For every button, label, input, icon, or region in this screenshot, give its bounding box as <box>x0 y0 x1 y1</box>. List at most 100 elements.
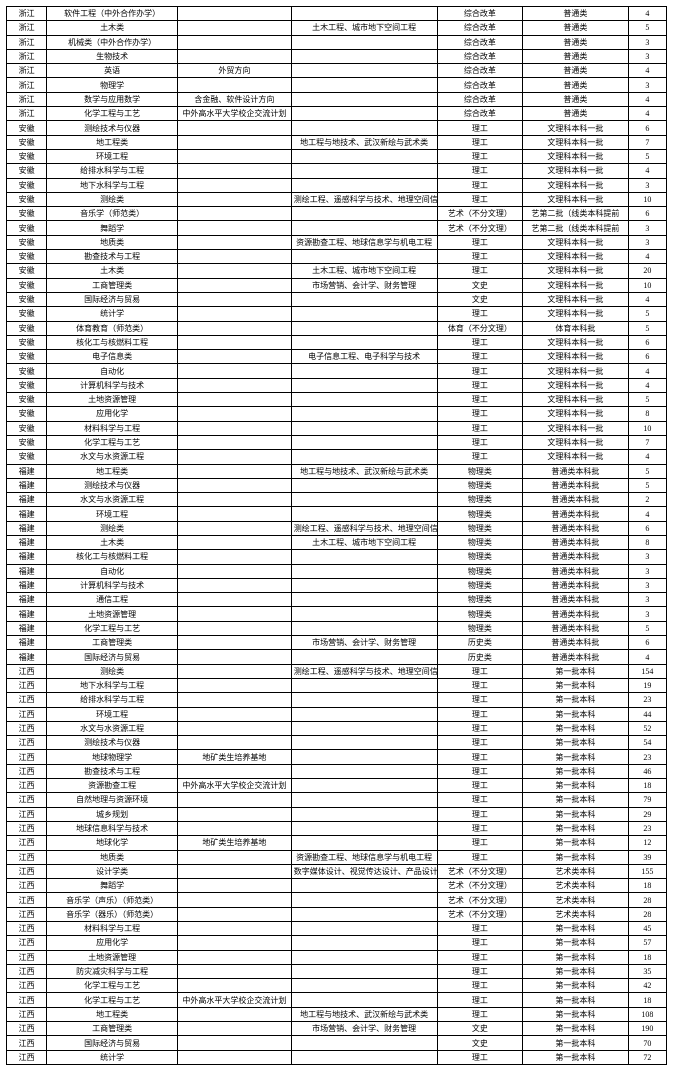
batch-cell: 第一批本科 <box>523 779 629 793</box>
major-cell: 体育教育（师范类） <box>47 321 178 335</box>
count-cell: 72 <box>628 1050 666 1064</box>
major-cell: 物理学 <box>47 78 178 92</box>
table-row: 浙江数学与应用数学含金融、软件设计方向综合改革普通类4 <box>7 92 667 106</box>
count-cell: 155 <box>628 864 666 878</box>
count-cell: 3 <box>628 564 666 578</box>
batch-cell: 普通类本科批 <box>523 507 629 521</box>
note-cell <box>178 235 292 249</box>
note-cell <box>178 979 292 993</box>
table-row: 福建国际经济与贸易历史类普通类本科批4 <box>7 650 667 664</box>
major-cell: 通信工程 <box>47 593 178 607</box>
note-cell <box>178 893 292 907</box>
subject-detail-cell: 市场营销、会计学、财务管理 <box>291 636 437 650</box>
major-cell: 舞蹈学 <box>47 879 178 893</box>
note-cell: 中外高水平大学校企交流计划 <box>178 779 292 793</box>
category-cell: 理工 <box>437 135 523 149</box>
category-cell: 体育（不分文理） <box>437 321 523 335</box>
major-cell: 测绘技术与仪器 <box>47 121 178 135</box>
category-cell: 物理类 <box>437 507 523 521</box>
count-cell: 5 <box>628 321 666 335</box>
batch-cell: 第一批本科 <box>523 693 629 707</box>
major-cell: 国际经济与贸易 <box>47 650 178 664</box>
major-cell: 化学工程与工艺 <box>47 435 178 449</box>
category-cell: 理工 <box>437 721 523 735</box>
province-cell: 江西 <box>7 764 47 778</box>
province-cell: 浙江 <box>7 78 47 92</box>
major-cell: 核化工与核燃料工程 <box>47 335 178 349</box>
category-cell: 物理类 <box>437 493 523 507</box>
batch-cell: 文理科本科一批 <box>523 450 629 464</box>
table-row: 浙江机械类（中外合作办学）综合改革普通类3 <box>7 35 667 49</box>
category-cell: 综合改革 <box>437 7 523 21</box>
note-cell: 中外高水平大学校企交流计划 <box>178 993 292 1007</box>
major-cell: 土地资源管理 <box>47 607 178 621</box>
category-cell: 文史 <box>437 1036 523 1050</box>
major-cell: 计算机科学与技术 <box>47 378 178 392</box>
subject-detail-cell <box>291 564 437 578</box>
note-cell <box>178 364 292 378</box>
category-cell: 文史 <box>437 278 523 292</box>
table-row: 安徽国际经济与贸易文史文理科本科一批4 <box>7 292 667 306</box>
count-cell: 4 <box>628 7 666 21</box>
count-cell: 4 <box>628 164 666 178</box>
category-cell: 综合改革 <box>437 49 523 63</box>
count-cell: 8 <box>628 407 666 421</box>
count-cell: 18 <box>628 879 666 893</box>
category-cell: 理工 <box>437 707 523 721</box>
subject-detail-cell <box>291 149 437 163</box>
table-row: 安徽体育教育（师范类）体育（不分文理）体育本科批5 <box>7 321 667 335</box>
table-row: 安徽应用化学理工文理科本科一批8 <box>7 407 667 421</box>
major-cell: 地下水科学与工程 <box>47 178 178 192</box>
province-cell: 福建 <box>7 593 47 607</box>
subject-detail-cell <box>291 250 437 264</box>
category-cell: 综合改革 <box>437 35 523 49</box>
count-cell: 4 <box>628 650 666 664</box>
count-cell: 5 <box>628 393 666 407</box>
province-cell: 江西 <box>7 821 47 835</box>
subject-detail-cell <box>291 478 437 492</box>
count-cell: 5 <box>628 621 666 635</box>
major-cell: 国际经济与贸易 <box>47 292 178 306</box>
province-cell: 江西 <box>7 936 47 950</box>
subject-detail-cell: 土木工程、城市地下空间工程 <box>291 264 437 278</box>
note-cell <box>178 793 292 807</box>
table-row: 江西水文与水资源工程理工第一批本科52 <box>7 721 667 735</box>
table-row: 浙江生物技术综合改革普通类3 <box>7 49 667 63</box>
count-cell: 3 <box>628 550 666 564</box>
batch-cell: 第一批本科 <box>523 664 629 678</box>
subject-detail-cell <box>291 621 437 635</box>
category-cell: 历史类 <box>437 650 523 664</box>
batch-cell: 艺术类本科 <box>523 864 629 878</box>
major-cell: 水文与水资源工程 <box>47 493 178 507</box>
category-cell: 综合改革 <box>437 64 523 78</box>
table-row: 江西地下水科学与工程理工第一批本科19 <box>7 678 667 692</box>
subject-detail-cell <box>291 578 437 592</box>
subject-detail-cell <box>291 964 437 978</box>
subject-detail-cell: 市场营销、会计学、财务管理 <box>291 1022 437 1036</box>
subject-detail-cell <box>291 35 437 49</box>
province-cell: 江西 <box>7 864 47 878</box>
subject-detail-cell <box>291 364 437 378</box>
province-cell: 江西 <box>7 750 47 764</box>
table-row: 福建自动化物理类普通类本科批3 <box>7 564 667 578</box>
subject-detail-cell <box>291 378 437 392</box>
category-cell: 文史 <box>437 1022 523 1036</box>
category-cell: 理工 <box>437 750 523 764</box>
table-row: 江西工商管理类市场营销、会计学、财务管理文史第一批本科190 <box>7 1022 667 1036</box>
subject-detail-cell: 资源勘查工程、地球信息学与机电工程 <box>291 850 437 864</box>
count-cell: 44 <box>628 707 666 721</box>
count-cell: 20 <box>628 264 666 278</box>
count-cell: 4 <box>628 64 666 78</box>
table-row: 福建核化工与核燃料工程物理类普通类本科批3 <box>7 550 667 564</box>
batch-cell: 第一批本科 <box>523 936 629 950</box>
province-cell: 江西 <box>7 736 47 750</box>
note-cell <box>178 1022 292 1036</box>
subject-detail-cell <box>291 207 437 221</box>
major-cell: 设计学类 <box>47 864 178 878</box>
table-row: 江西化学工程与工艺理工第一批本科42 <box>7 979 667 993</box>
note-cell <box>178 593 292 607</box>
batch-cell: 第一批本科 <box>523 836 629 850</box>
province-cell: 江西 <box>7 779 47 793</box>
subject-detail-cell <box>291 507 437 521</box>
province-cell: 安徽 <box>7 292 47 306</box>
